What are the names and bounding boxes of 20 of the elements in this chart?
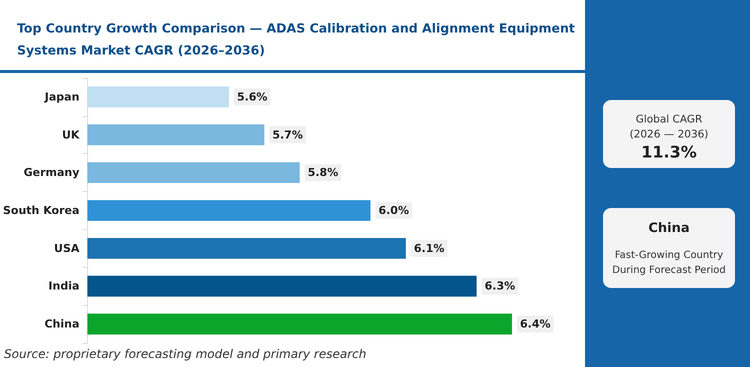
y-tick-label: India bbox=[48, 280, 80, 293]
y-tick-label: China bbox=[44, 318, 80, 331]
text: Fast-Growing Country During Forecast Period bbox=[612, 250, 726, 276]
text: Global CAGR (2026 — 2036) bbox=[630, 114, 708, 140]
chart-title: Top Country Growth Comparison — ADAS Calibration and Alignment Equipment Systems Market CAGR (2026–2036) bbox=[17, 20, 575, 58]
source-note: Source: proprietary forecasting model and primary research bbox=[4, 347, 366, 361]
text: China bbox=[648, 221, 690, 236]
y-tick-label: South Korea bbox=[2, 204, 80, 217]
y-tick-label: UK bbox=[62, 128, 80, 142]
data-label: 5.7% bbox=[272, 128, 303, 142]
data-label: 6.4% bbox=[520, 318, 551, 331]
data-label: 6.3% bbox=[484, 280, 516, 293]
data-label: 5.6% bbox=[236, 90, 268, 104]
y-tick-label: USA bbox=[54, 242, 80, 255]
data-label: 5.8% bbox=[308, 166, 338, 180]
data-label: 6.1% bbox=[414, 242, 444, 255]
y-tick-label: Germany bbox=[24, 166, 80, 180]
data-label: 6.0% bbox=[378, 204, 409, 217]
text: 11.3% bbox=[641, 142, 697, 162]
y-tick-label: Japan bbox=[44, 90, 80, 104]
